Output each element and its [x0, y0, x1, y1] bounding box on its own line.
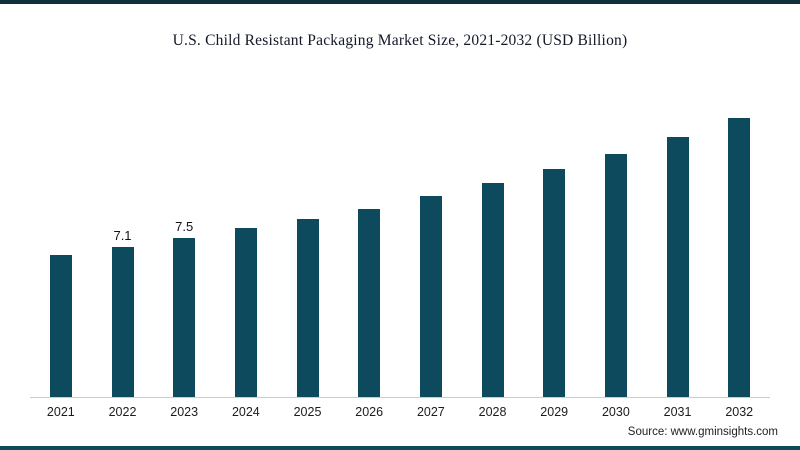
chart-column-2026 — [338, 101, 400, 397]
bar-2029 — [543, 169, 566, 397]
chart-column-2031 — [647, 101, 709, 397]
bar-2025 — [296, 219, 319, 397]
bar-value-label: 7.5 — [175, 219, 194, 234]
chart-column-2029 — [523, 101, 585, 397]
chart-column-2025 — [277, 101, 339, 397]
chart-column-2030 — [585, 101, 647, 397]
x-tick-label: 2023 — [170, 405, 199, 419]
x-tick-label: 2024 — [231, 405, 260, 419]
chart-column-2028 — [462, 101, 524, 397]
x-tick-label: 2027 — [416, 405, 445, 419]
x-tick-label: 2025 — [293, 405, 322, 419]
chart-column-2032 — [708, 101, 770, 397]
x-tick-label: 2030 — [601, 405, 630, 419]
x-tick-label: 2028 — [478, 405, 507, 419]
chart-title: U.S. Child Resistant Packaging Market Si… — [172, 32, 628, 49]
bar-2030 — [604, 154, 627, 397]
x-tick-label: 2031 — [663, 405, 692, 419]
x-tick-label: 2021 — [46, 405, 75, 419]
bar-2031 — [666, 137, 689, 397]
top-border-rule — [0, 0, 800, 4]
x-tick-label: 2026 — [355, 405, 384, 419]
x-tick-label: 2032 — [725, 405, 754, 419]
bar-2028 — [481, 183, 504, 397]
x-tick-label: 2029 — [540, 405, 569, 419]
x-axis-labels: 2021 2022 2023 2024 2025 2026 2027 2028 2029 2030… — [30, 405, 770, 419]
x-tick-label: 2022 — [108, 405, 137, 419]
bar-value-label: 7.1 — [113, 228, 132, 243]
source-attribution: Source: www.gminsights.com — [627, 426, 778, 438]
bar-chart: 7.1 7.5 2021 2022 2023 2024 2025 2026 2027 2028 2… — [30, 101, 770, 419]
bar-2032 — [728, 118, 751, 397]
bar-2021 — [49, 255, 72, 397]
plot-area: 7.1 7.5 — [30, 101, 770, 398]
chart-column-2023: 7.5 — [153, 101, 215, 397]
chart-column-2024 — [215, 101, 277, 397]
bar-2022 — [111, 247, 134, 397]
chart-column-2021 — [30, 101, 92, 397]
chart-column-2022: 7.1 — [92, 101, 154, 397]
bar-2026 — [358, 209, 381, 397]
bottom-border-rule — [0, 446, 800, 450]
bar-2027 — [419, 196, 442, 397]
bar-2024 — [234, 228, 257, 397]
chart-column-2027 — [400, 101, 462, 397]
bar-2023 — [173, 238, 196, 397]
